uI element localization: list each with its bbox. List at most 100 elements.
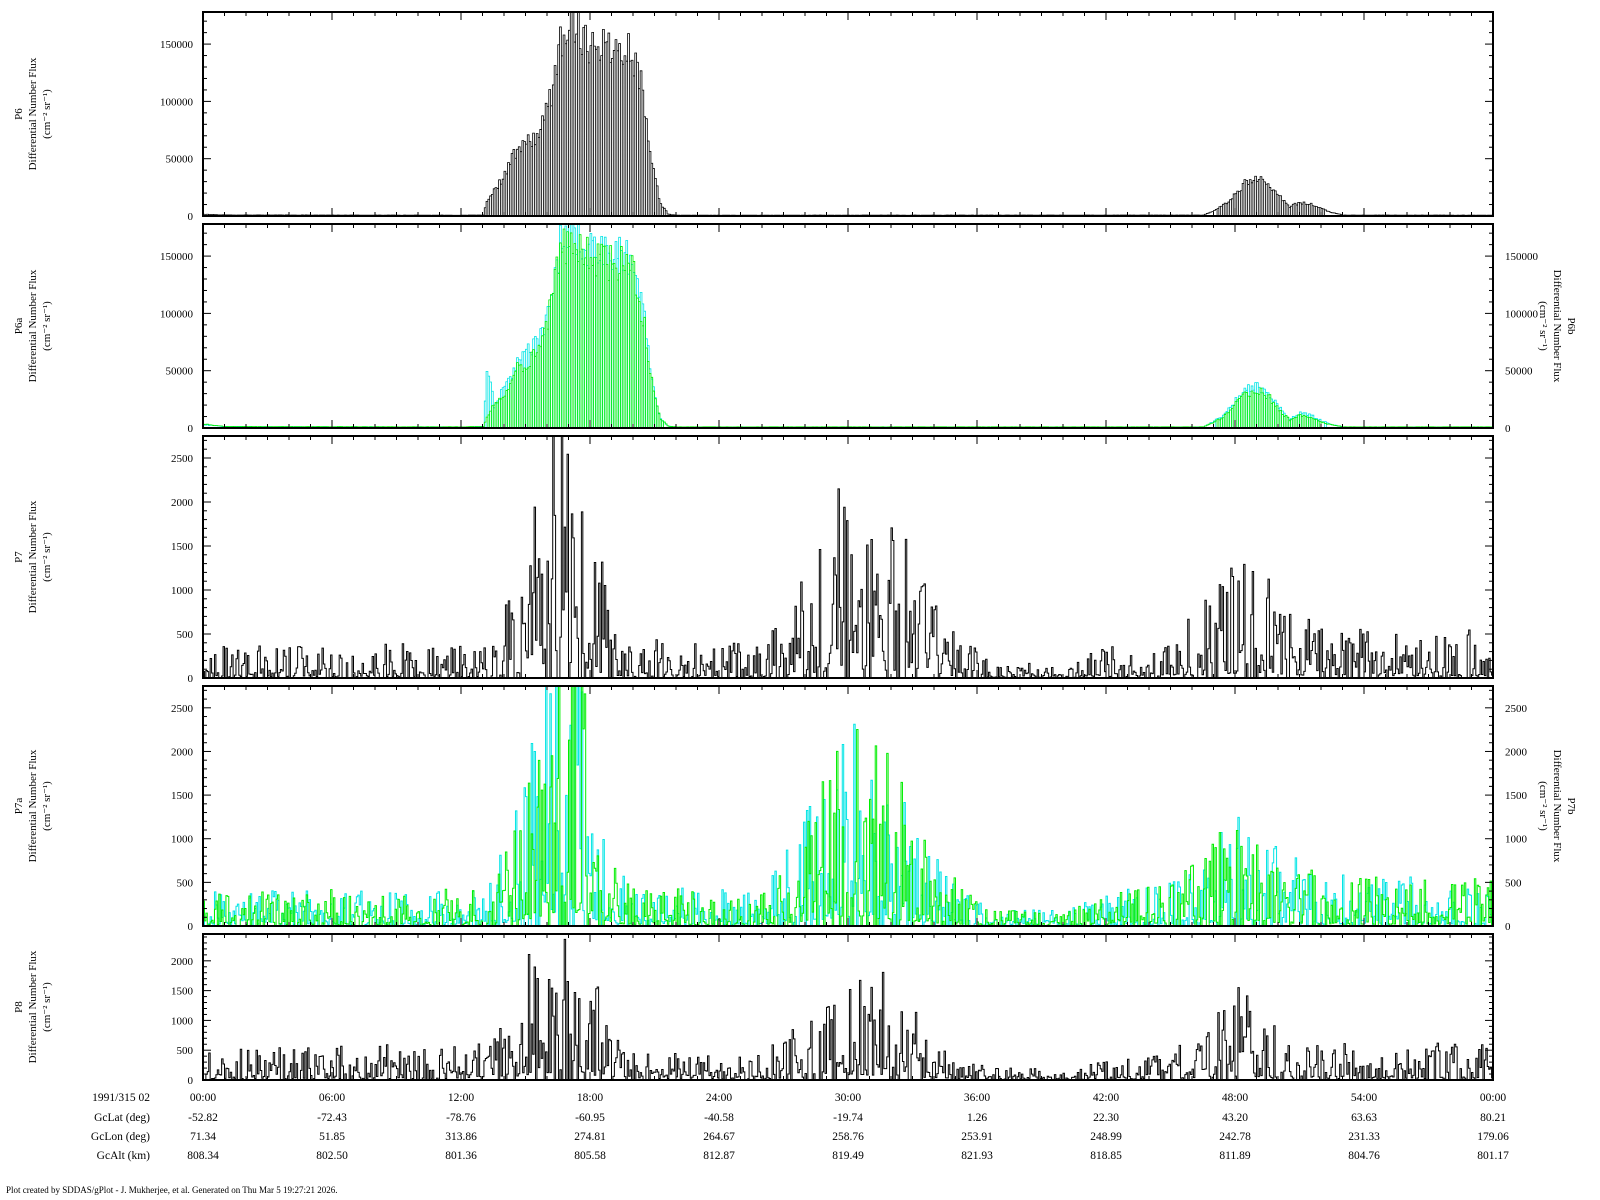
ephem-value: 801.17: [1477, 1150, 1509, 1162]
y-axis-title-line: (cm⁻² sr⁻¹): [41, 781, 53, 831]
panel-p7: 0 500 1000 1500 2000 2500 P7 Differential Numbe…: [13, 435, 1494, 685]
ephem-value: 248.99: [1090, 1131, 1122, 1143]
ephem-value: 12:00: [448, 1092, 474, 1104]
y-axis-title-line: (cm⁻² sr⁻¹): [41, 982, 53, 1032]
ephem-value: 54:00: [1351, 1092, 1377, 1104]
ephem-row-label: GcAlt (km): [97, 1150, 151, 1162]
y-tick-label: 1000: [171, 834, 194, 846]
y-axis-title-line: P7a: [13, 798, 25, 815]
series-p6ab-1: [203, 228, 1493, 428]
y-axis-title-left: P7 Differential Number Flux (cm⁻² sr⁻¹): [13, 500, 53, 613]
ephem-value: 22.30: [1093, 1112, 1119, 1124]
ephem-value: 24:00: [706, 1092, 732, 1104]
y-axis-title-line: Differential Number Flux: [1551, 270, 1563, 383]
y-axis-title-line: P6: [13, 108, 25, 120]
y-axis-title-line: P7b: [1565, 797, 1577, 815]
panel-p8-frame: [202, 933, 1494, 1081]
ephem-value: -40.58: [704, 1112, 734, 1124]
series-p6ab-0: [203, 224, 1493, 428]
ephem-value: 819.49: [832, 1150, 864, 1162]
y-tick-label-right: 0: [1505, 423, 1511, 435]
ephem-value: 811.89: [1219, 1150, 1250, 1162]
y-tick-label-right: 50000: [1505, 366, 1533, 378]
y-tick-label: 0: [188, 211, 194, 223]
ephem-row-label: 1991/315 02: [92, 1092, 150, 1104]
y-tick-label: 0: [188, 921, 194, 933]
y-tick-label-right: 2500: [1505, 703, 1528, 715]
ephem-value: -72.43: [317, 1112, 347, 1124]
ephem-value: 808.34: [187, 1150, 219, 1162]
ephem-value: -60.95: [575, 1112, 605, 1124]
y-axis-title-line: Differential Number Flux: [27, 57, 39, 170]
ephem-value: 802.50: [316, 1150, 348, 1162]
ephem-value: 06:00: [319, 1092, 345, 1104]
y-tick-label-right: 150000: [1505, 251, 1539, 263]
y-tick-label: 150000: [160, 39, 194, 51]
ephem-value: 274.81: [574, 1131, 606, 1143]
y-axis-title-line: Differential Number Flux: [1551, 750, 1563, 863]
ephem-value: 179.06: [1477, 1131, 1509, 1143]
y-tick-label-right: 1500: [1505, 790, 1528, 802]
ephem-value: 264.67: [703, 1131, 735, 1143]
y-tick-label: 2000: [171, 497, 194, 509]
ephem-value: 51.85: [319, 1131, 345, 1143]
ephemeris-table: 1991/315 02 00:00 06:00 12:00 18:00 24:00 30:0…: [91, 1092, 1509, 1162]
y-tick-label: 1500: [171, 986, 194, 998]
panel-p7-data: [203, 436, 1493, 678]
y-tick-label: 1000: [171, 1015, 194, 1027]
y-tick-label: 0: [188, 673, 194, 685]
series-p6-0: [203, 12, 1493, 216]
ephem-value: -78.76: [446, 1112, 476, 1124]
y-tick-label: 1000: [171, 585, 194, 597]
y-tick-label-right: 0: [1505, 921, 1511, 933]
ephem-value: 1.26: [967, 1112, 987, 1124]
y-tick-label: 500: [177, 1045, 194, 1057]
y-axis-title-line: P6a: [13, 318, 25, 335]
y-axis-title-line: (cm⁻² sr⁻¹): [41, 301, 53, 351]
y-tick-label: 2000: [171, 746, 194, 758]
y-tick-label: 100000: [160, 308, 194, 320]
panel-p7ab: 0 0 500 500 1000 1000 1500 1500 2000 2000 2500 2500…: [13, 685, 1577, 933]
ephem-value: 801.36: [445, 1150, 477, 1162]
ephem-value: 258.76: [832, 1131, 864, 1143]
ephem-value: 231.33: [1348, 1131, 1380, 1143]
y-axis-title-line: Differential Number Flux: [27, 749, 39, 862]
y-axis-title-line: P7: [13, 551, 25, 563]
ephem-value: 80.21: [1480, 1112, 1506, 1124]
series-p7-0: [203, 436, 1493, 678]
panel-p6ab-data: [203, 224, 1493, 428]
y-axis-title-line: Differential Number Flux: [27, 269, 39, 382]
ephem-value: 30:00: [835, 1092, 861, 1104]
y-tick-label: 50000: [166, 366, 194, 378]
y-tick-label: 500: [177, 629, 194, 641]
y-tick-label: 0: [188, 1075, 194, 1087]
y-axis-title-left: P7a Differential Number Flux (cm⁻² sr⁻¹): [13, 749, 53, 862]
y-tick-label: 100000: [160, 96, 194, 108]
ephem-value: 36:00: [964, 1092, 990, 1104]
ephem-value: 48:00: [1222, 1092, 1248, 1104]
ephem-value: 313.86: [445, 1131, 477, 1143]
panel-p6ab-frame: [202, 223, 1494, 429]
y-axis-title-line: P8: [13, 1001, 25, 1013]
panel-p6: 0 50000 100000 150000 P6 Differential Number …: [13, 11, 1494, 223]
y-axis-title-left: P8 Differential Number Flux (cm⁻² sr⁻¹): [13, 950, 53, 1063]
y-tick-label: 1500: [171, 541, 194, 553]
ephem-row-label: GcLat (deg): [94, 1112, 150, 1124]
ephem-value: 63.63: [1351, 1112, 1377, 1124]
ephem-value: 253.91: [961, 1131, 993, 1143]
y-axis-title-right: P6bDifferential Number Flux(cm⁻² sr⁻¹): [1537, 270, 1577, 383]
panel-p8: 0 500 1000 1500 2000 P8 Differential Number Fl…: [13, 933, 1494, 1087]
y-tick-label: 1500: [171, 790, 194, 802]
y-tick-label: 50000: [166, 154, 194, 166]
y-axis-title-line: P6b: [1565, 317, 1577, 335]
y-tick-label: 2000: [171, 956, 194, 968]
ephem-value: -19.74: [833, 1112, 863, 1124]
ephem-value: 71.34: [190, 1131, 216, 1143]
ephem-value: 812.87: [703, 1150, 735, 1162]
y-tick-label-right: 500: [1505, 877, 1522, 889]
ephem-value: 805.58: [574, 1150, 606, 1162]
ephem-value: 18:00: [577, 1092, 603, 1104]
y-tick-label-right: 100000: [1505, 308, 1539, 320]
y-axis-title-line: Differential Number Flux: [27, 950, 39, 1063]
